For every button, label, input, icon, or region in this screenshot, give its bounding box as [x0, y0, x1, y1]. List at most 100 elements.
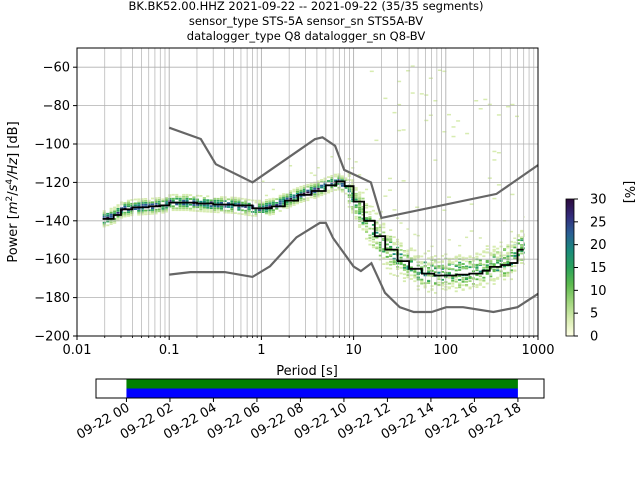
- heatmap-cell: [151, 201, 155, 204]
- heatmap-cell: [354, 161, 358, 163]
- heatmap-cell: [496, 261, 500, 264]
- heatmap-cell: [389, 254, 393, 256]
- heatmap-cell: [106, 224, 110, 227]
- heatmap-cell: [474, 100, 479, 102]
- heatmap-cell: [385, 236, 389, 239]
- heatmap-cell: [365, 211, 369, 214]
- heatmap-cell: [116, 204, 120, 206]
- heatmap-cell: [420, 280, 424, 282]
- heatmap-cell: [268, 200, 272, 203]
- heatmap-cell: [371, 246, 375, 249]
- heatmap-cell: [503, 275, 507, 277]
- heatmap-cell: [520, 250, 524, 253]
- heatmap-cell: [175, 209, 179, 212]
- heatmap-cell: [489, 260, 493, 263]
- heatmap-cell: [209, 207, 213, 209]
- heatmap-cell: [496, 256, 500, 259]
- heatmap-cell: [496, 247, 500, 250]
- heatmap-cell: [344, 179, 348, 182]
- heatmap-cell: [247, 210, 251, 213]
- heatmap-cell: [454, 255, 458, 258]
- heatmap-cell: [485, 268, 489, 271]
- heatmap-cell: [233, 202, 237, 205]
- heatmap-cell: [164, 203, 168, 205]
- colorbar-bar: [565, 198, 575, 337]
- heatmap-cell: [189, 207, 193, 210]
- heatmap-cell: [469, 230, 474, 232]
- heatmap-cell: [333, 179, 337, 182]
- heatmap-cell: [389, 261, 393, 263]
- heatmap-cell: [247, 208, 251, 211]
- heatmap-cell: [206, 208, 210, 211]
- heatmap-cell: [375, 220, 379, 223]
- heatmap-cell: [523, 257, 525, 259]
- heatmap-cell: [302, 186, 306, 189]
- heatmap-cell: [427, 250, 431, 252]
- heatmap-cell: [496, 251, 500, 254]
- heatmap-cell: [354, 204, 358, 207]
- heatmap-cell: [392, 274, 396, 276]
- heatmap-cell: [144, 209, 148, 212]
- heatmap-cell: [440, 260, 444, 263]
- heatmap-cell: [254, 201, 258, 204]
- heatmap-cell: [182, 209, 186, 212]
- heatmap-cell: [258, 209, 262, 212]
- heatmap-cell: [388, 189, 392, 191]
- heatmap-cell: [510, 193, 515, 196]
- heatmap-cell: [389, 238, 393, 240]
- heatmap-cell: [485, 282, 489, 285]
- heatmap-cell: [430, 274, 434, 277]
- heatmap-cell: [244, 200, 248, 203]
- heatmap-cell: [268, 211, 272, 214]
- heatmap-cell: [247, 214, 251, 217]
- heatmap-cell: [489, 254, 493, 257]
- heatmap-cell: [378, 228, 382, 230]
- heatmap-cell: [492, 159, 497, 161]
- heatmap-cell: [237, 207, 241, 209]
- heatmap-cell: [420, 261, 424, 263]
- heatmap-cell: [465, 278, 469, 281]
- heatmap-cell: [402, 254, 406, 257]
- heatmap-cell: [327, 191, 331, 194]
- heatmap-cell: [316, 184, 320, 186]
- heatmap-cell: [126, 199, 130, 202]
- heatmap-cell: [482, 276, 486, 279]
- heatmap-cell: [447, 267, 451, 270]
- heatmap-cell: [340, 177, 344, 180]
- heatmap-cell: [271, 209, 275, 212]
- heatmap-cell: [164, 199, 168, 201]
- heatmap-cell: [371, 209, 375, 212]
- heatmap-cell: [361, 209, 365, 212]
- heatmap-cell: [154, 212, 158, 215]
- heatmap-cell: [375, 241, 379, 244]
- heatmap-cell: [437, 261, 441, 264]
- heatmap-cell: [123, 213, 127, 216]
- heatmap-cell: [461, 266, 465, 268]
- heatmap-cell: [513, 257, 517, 260]
- heatmap-cell: [371, 224, 375, 226]
- heatmap-cell: [454, 290, 458, 293]
- heatmap-cell: [157, 210, 161, 213]
- heatmap-cell: [113, 218, 117, 220]
- y-axis-ticks: −60 −80 −100 −120 −140 −160 −180 −200: [34, 61, 77, 345]
- heatmap-cell: [447, 196, 451, 198]
- heatmap-cell: [378, 230, 382, 232]
- heatmap-cell: [368, 243, 372, 246]
- heatmap-cell: [371, 232, 375, 235]
- heatmap-cell: [151, 203, 155, 206]
- heatmap-cell: [492, 264, 496, 267]
- heatmap-cell: [440, 283, 444, 286]
- heatmap-cell: [385, 263, 389, 266]
- heatmap-cell: [302, 200, 306, 202]
- heatmap-cell: [313, 191, 317, 194]
- heatmap-cell: [309, 172, 313, 174]
- heatmap-cell: [413, 275, 417, 278]
- heatmap-cell: [489, 273, 493, 275]
- heatmap-cell: [233, 196, 237, 199]
- heatmap-cell: [465, 236, 469, 239]
- heatmap-cell: [478, 263, 482, 266]
- heatmap-cell: [102, 216, 106, 218]
- heatmap-cell: [440, 267, 444, 269]
- colorbar-tick-label: 15: [590, 261, 607, 276]
- heatmap-cell: [178, 197, 182, 200]
